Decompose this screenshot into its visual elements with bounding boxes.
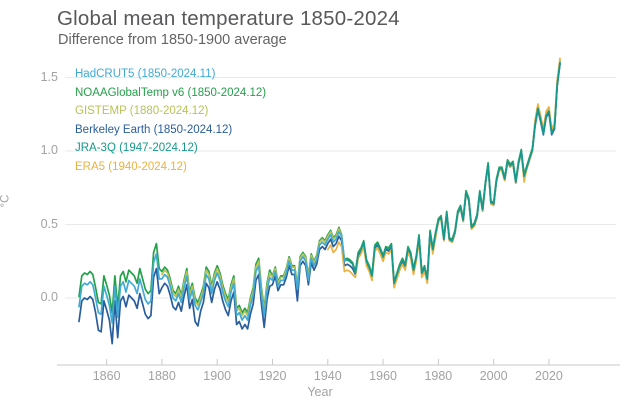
x-tick-label: 1860 [92,369,121,383]
y-tick-label: 0.5 [40,216,58,231]
x-tick-label: 1920 [258,369,287,383]
legend-item-gistemp: GISTEMP (1880-2024.12) [75,105,209,118]
legend-item-era5: ERA5 (1940-2024.12) [75,160,187,173]
legend-item-noaaglobaltemp-v6: NOAAGlobalTemp v6 (1850-2024.12) [75,86,267,99]
x-tick-label: 1900 [203,369,232,383]
x-axis-title: Year [307,385,333,399]
chart-title: Global mean temperature 1850-2024 [57,7,400,30]
y-tick-label: 1.0 [40,143,58,157]
x-tick-label: 1980 [424,369,453,383]
x-tick-label: 1960 [369,369,397,383]
y-tick-label: 1.5 [40,69,58,84]
chart-subtitle: Difference from 1850-1900 average [58,32,287,48]
series-line-jra-3q [346,61,561,285]
y-tick-label: 0.0 [40,290,58,304]
x-tick-label: 1880 [148,369,176,383]
legend-item-berkeley-earth: Berkeley Earth (1850-2024.12) [75,123,233,136]
series-line-noaaglobaltemp-v6 [78,60,561,314]
legend: HadCRUT5 (1850-2024.11) NOAAGlobalTemp v6… [75,65,266,177]
x-tick-label: 2020 [535,369,563,383]
x-tick-label: 2000 [479,369,508,383]
y-axis-title: °C [0,194,12,208]
x-tick-label: 1940 [313,369,342,383]
legend-item-hadcrut5: HadCRUT5 (1850-2024.11) [75,68,216,80]
legend-item-jra-3q: JRA-3Q (1947-2024.12) [75,142,198,155]
